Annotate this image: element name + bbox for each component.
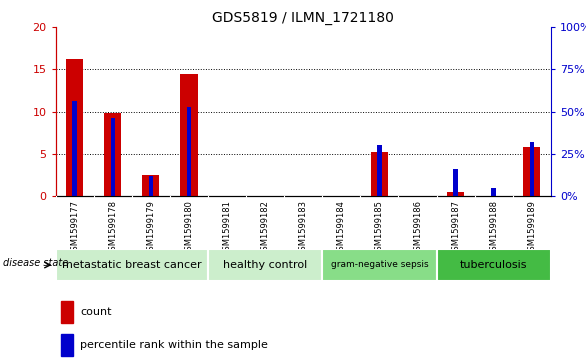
Bar xyxy=(523,147,540,196)
Bar xyxy=(66,59,83,196)
Text: GSM1599179: GSM1599179 xyxy=(146,200,155,256)
Text: count: count xyxy=(80,307,112,317)
Text: GSM1599183: GSM1599183 xyxy=(299,200,308,256)
Bar xyxy=(530,142,534,196)
Bar xyxy=(187,107,191,196)
Text: GSM1599184: GSM1599184 xyxy=(337,200,346,256)
Text: GSM1599186: GSM1599186 xyxy=(413,200,422,256)
Text: GSM1599189: GSM1599189 xyxy=(527,200,536,256)
Text: percentile rank within the sample: percentile rank within the sample xyxy=(80,340,268,350)
Text: GSM1599185: GSM1599185 xyxy=(375,200,384,256)
Bar xyxy=(56,249,208,281)
Bar xyxy=(180,74,197,196)
Bar xyxy=(437,249,551,281)
Bar xyxy=(492,188,496,196)
Title: GDS5819 / ILMN_1721180: GDS5819 / ILMN_1721180 xyxy=(212,11,394,25)
Text: gram-negative sepsis: gram-negative sepsis xyxy=(331,261,428,269)
Bar xyxy=(142,175,159,196)
Text: GSM1599177: GSM1599177 xyxy=(70,200,79,256)
Text: GSM1599178: GSM1599178 xyxy=(108,200,117,256)
Bar xyxy=(322,249,437,281)
Bar xyxy=(377,145,381,196)
Bar xyxy=(208,249,322,281)
Bar xyxy=(149,176,153,196)
Text: tuberculosis: tuberculosis xyxy=(460,260,527,270)
Text: GSM1599182: GSM1599182 xyxy=(261,200,270,256)
Text: healthy control: healthy control xyxy=(223,260,307,270)
Bar xyxy=(454,169,458,196)
Text: GSM1599180: GSM1599180 xyxy=(185,200,193,256)
Bar xyxy=(447,192,464,196)
Text: GSM1599187: GSM1599187 xyxy=(451,200,460,256)
Bar xyxy=(104,113,121,196)
Text: metastatic breast cancer: metastatic breast cancer xyxy=(62,260,202,270)
Text: GSM1599188: GSM1599188 xyxy=(489,200,498,256)
Bar xyxy=(60,334,73,356)
Bar xyxy=(73,102,77,196)
Bar xyxy=(60,301,73,323)
Bar xyxy=(111,118,115,196)
Text: disease state: disease state xyxy=(3,258,68,268)
Bar xyxy=(371,152,388,196)
Text: GSM1599181: GSM1599181 xyxy=(223,200,231,256)
